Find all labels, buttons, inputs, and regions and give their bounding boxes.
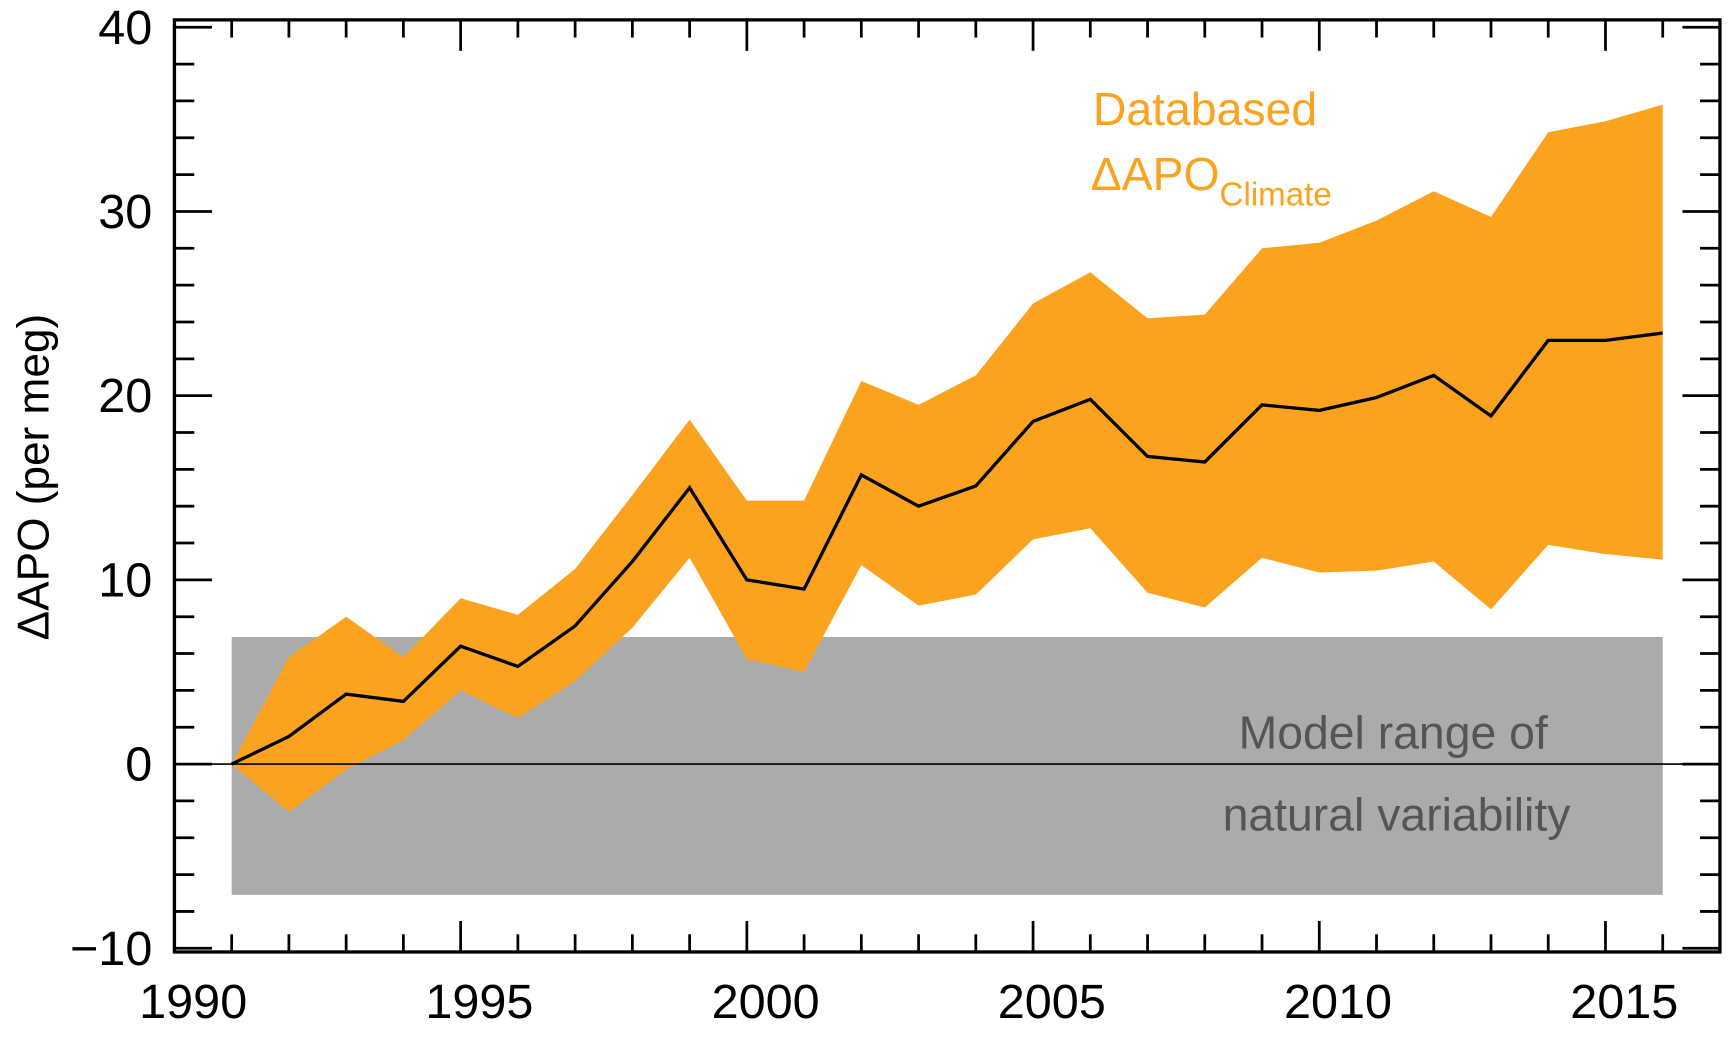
- y-tick-label: 40: [98, 1, 152, 55]
- axes-layer: 1990 1995 2000 2005 2010 2015 −10 0 10 20 30 40: [70, 1, 1722, 1029]
- central-line: [230, 331, 1663, 766]
- y-axis-label: ΔAPO (per meg): [10, 314, 59, 640]
- orange-annotation-line2: ΔAPOClimate: [1091, 148, 1332, 213]
- y-tick-label: 30: [98, 185, 152, 239]
- x-tick-label: 2015: [1570, 975, 1678, 1029]
- orange-annotation-main: ΔAPO: [1091, 148, 1220, 200]
- gray-annotation-line1: Model range of: [1239, 707, 1548, 759]
- uncertainty-band-layer: [231, 104, 1663, 812]
- x-tick-label: 1995: [425, 975, 533, 1029]
- x-tick-label: 2010: [1284, 975, 1392, 1029]
- x-tick-label: 2000: [712, 975, 820, 1029]
- x-tick-label: 1990: [139, 975, 247, 1029]
- y-tick-label: −10: [70, 922, 152, 976]
- y-tick-label: 0: [125, 738, 152, 792]
- uncertainty-band: [231, 104, 1663, 812]
- orange-annotation-sub: Climate: [1220, 176, 1332, 213]
- plot-frame: [172, 18, 1722, 954]
- y-tick-label: 10: [98, 553, 152, 607]
- orange-annotation-line1: Databased: [1093, 83, 1317, 135]
- y-tick-label: 20: [98, 369, 152, 423]
- gray-annotation-line2: natural variability: [1223, 788, 1572, 840]
- central-line-layer: [230, 331, 1663, 766]
- x-tick-label: 2005: [998, 975, 1106, 1029]
